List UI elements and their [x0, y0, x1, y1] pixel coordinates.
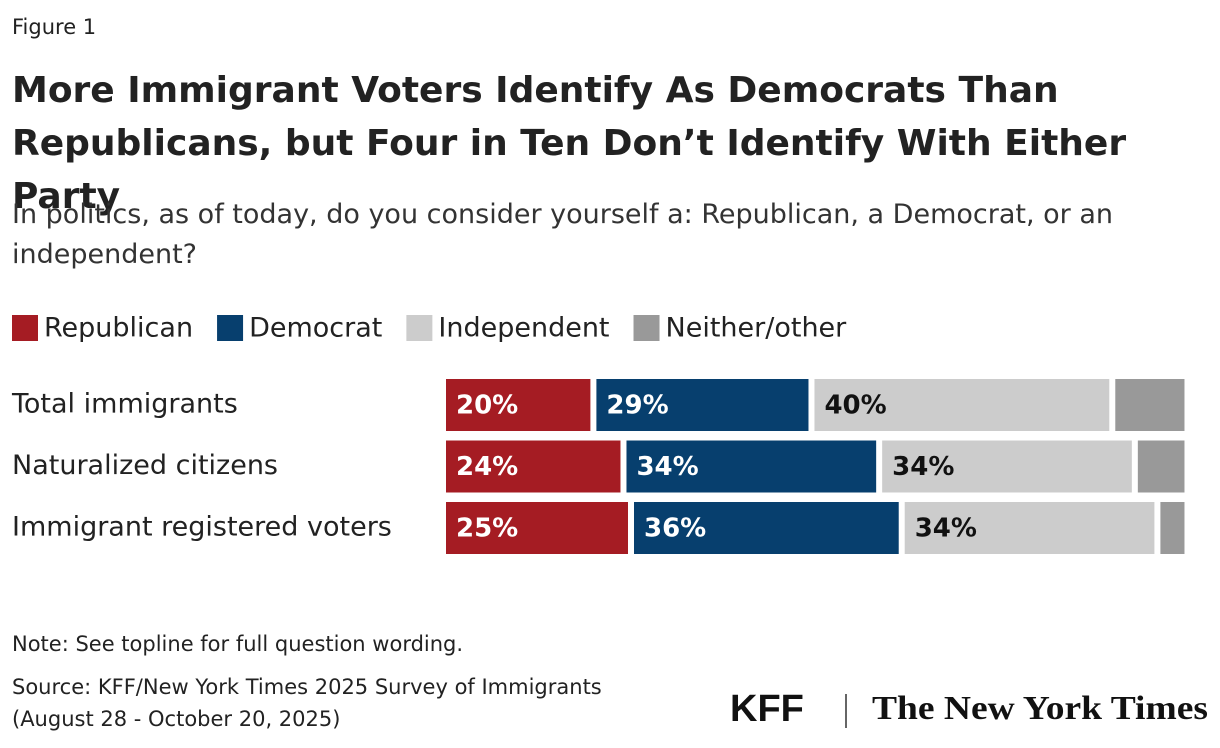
- category-label: Immigrant registered voters: [12, 512, 392, 543]
- bar-segment: [1115, 379, 1185, 431]
- value-label: 24%: [456, 452, 518, 482]
- logo-nyt: The New York Times: [872, 690, 1208, 727]
- value-label: 40%: [824, 391, 886, 421]
- legend-label: Independent: [438, 313, 609, 344]
- source: Source: KFF/New York Times 2025 Survey o…: [12, 675, 602, 699]
- legend-swatch: [406, 315, 433, 341]
- legend-swatch: [217, 315, 244, 341]
- bar-segment: [1137, 440, 1185, 493]
- bar-segment: [634, 502, 899, 554]
- value-label: 34%: [636, 452, 698, 482]
- value-label: 20%: [456, 391, 518, 421]
- source-dates: (August 28 - October 20, 2025): [12, 707, 340, 731]
- legend-label: Neither/other: [666, 313, 848, 344]
- bar-segment: [596, 379, 809, 431]
- bar-segment: [446, 379, 591, 431]
- legend-swatch: [12, 315, 38, 341]
- legend-label: Democrat: [249, 313, 382, 344]
- note: Note: See topline for full question word…: [12, 632, 463, 656]
- logo-kff: KFF: [730, 688, 804, 730]
- bar-segment: [626, 440, 877, 493]
- chart-title: More Immigrant Voters Identify As Democr…: [12, 70, 1126, 217]
- bar-segment: [446, 502, 628, 554]
- value-label: 25%: [456, 514, 518, 544]
- legend-swatch: [633, 315, 660, 341]
- value-label: 34%: [915, 514, 977, 544]
- value-label: 34%: [892, 452, 954, 482]
- bar-segment: [1160, 502, 1185, 554]
- category-label: Total immigrants: [11, 389, 238, 420]
- bar-segment: [446, 440, 621, 493]
- value-label: 29%: [606, 391, 668, 421]
- bar-segment: [882, 440, 1132, 493]
- bar-segment: [814, 379, 1110, 431]
- chart-subtitle: In politics, as of today, do you conside…: [12, 199, 1113, 270]
- category-label: Naturalized citizens: [12, 450, 278, 481]
- figure-label: Figure 1: [12, 15, 96, 39]
- legend-label: Republican: [44, 313, 193, 344]
- bar-segment: [904, 502, 1155, 554]
- value-label: 36%: [644, 514, 706, 544]
